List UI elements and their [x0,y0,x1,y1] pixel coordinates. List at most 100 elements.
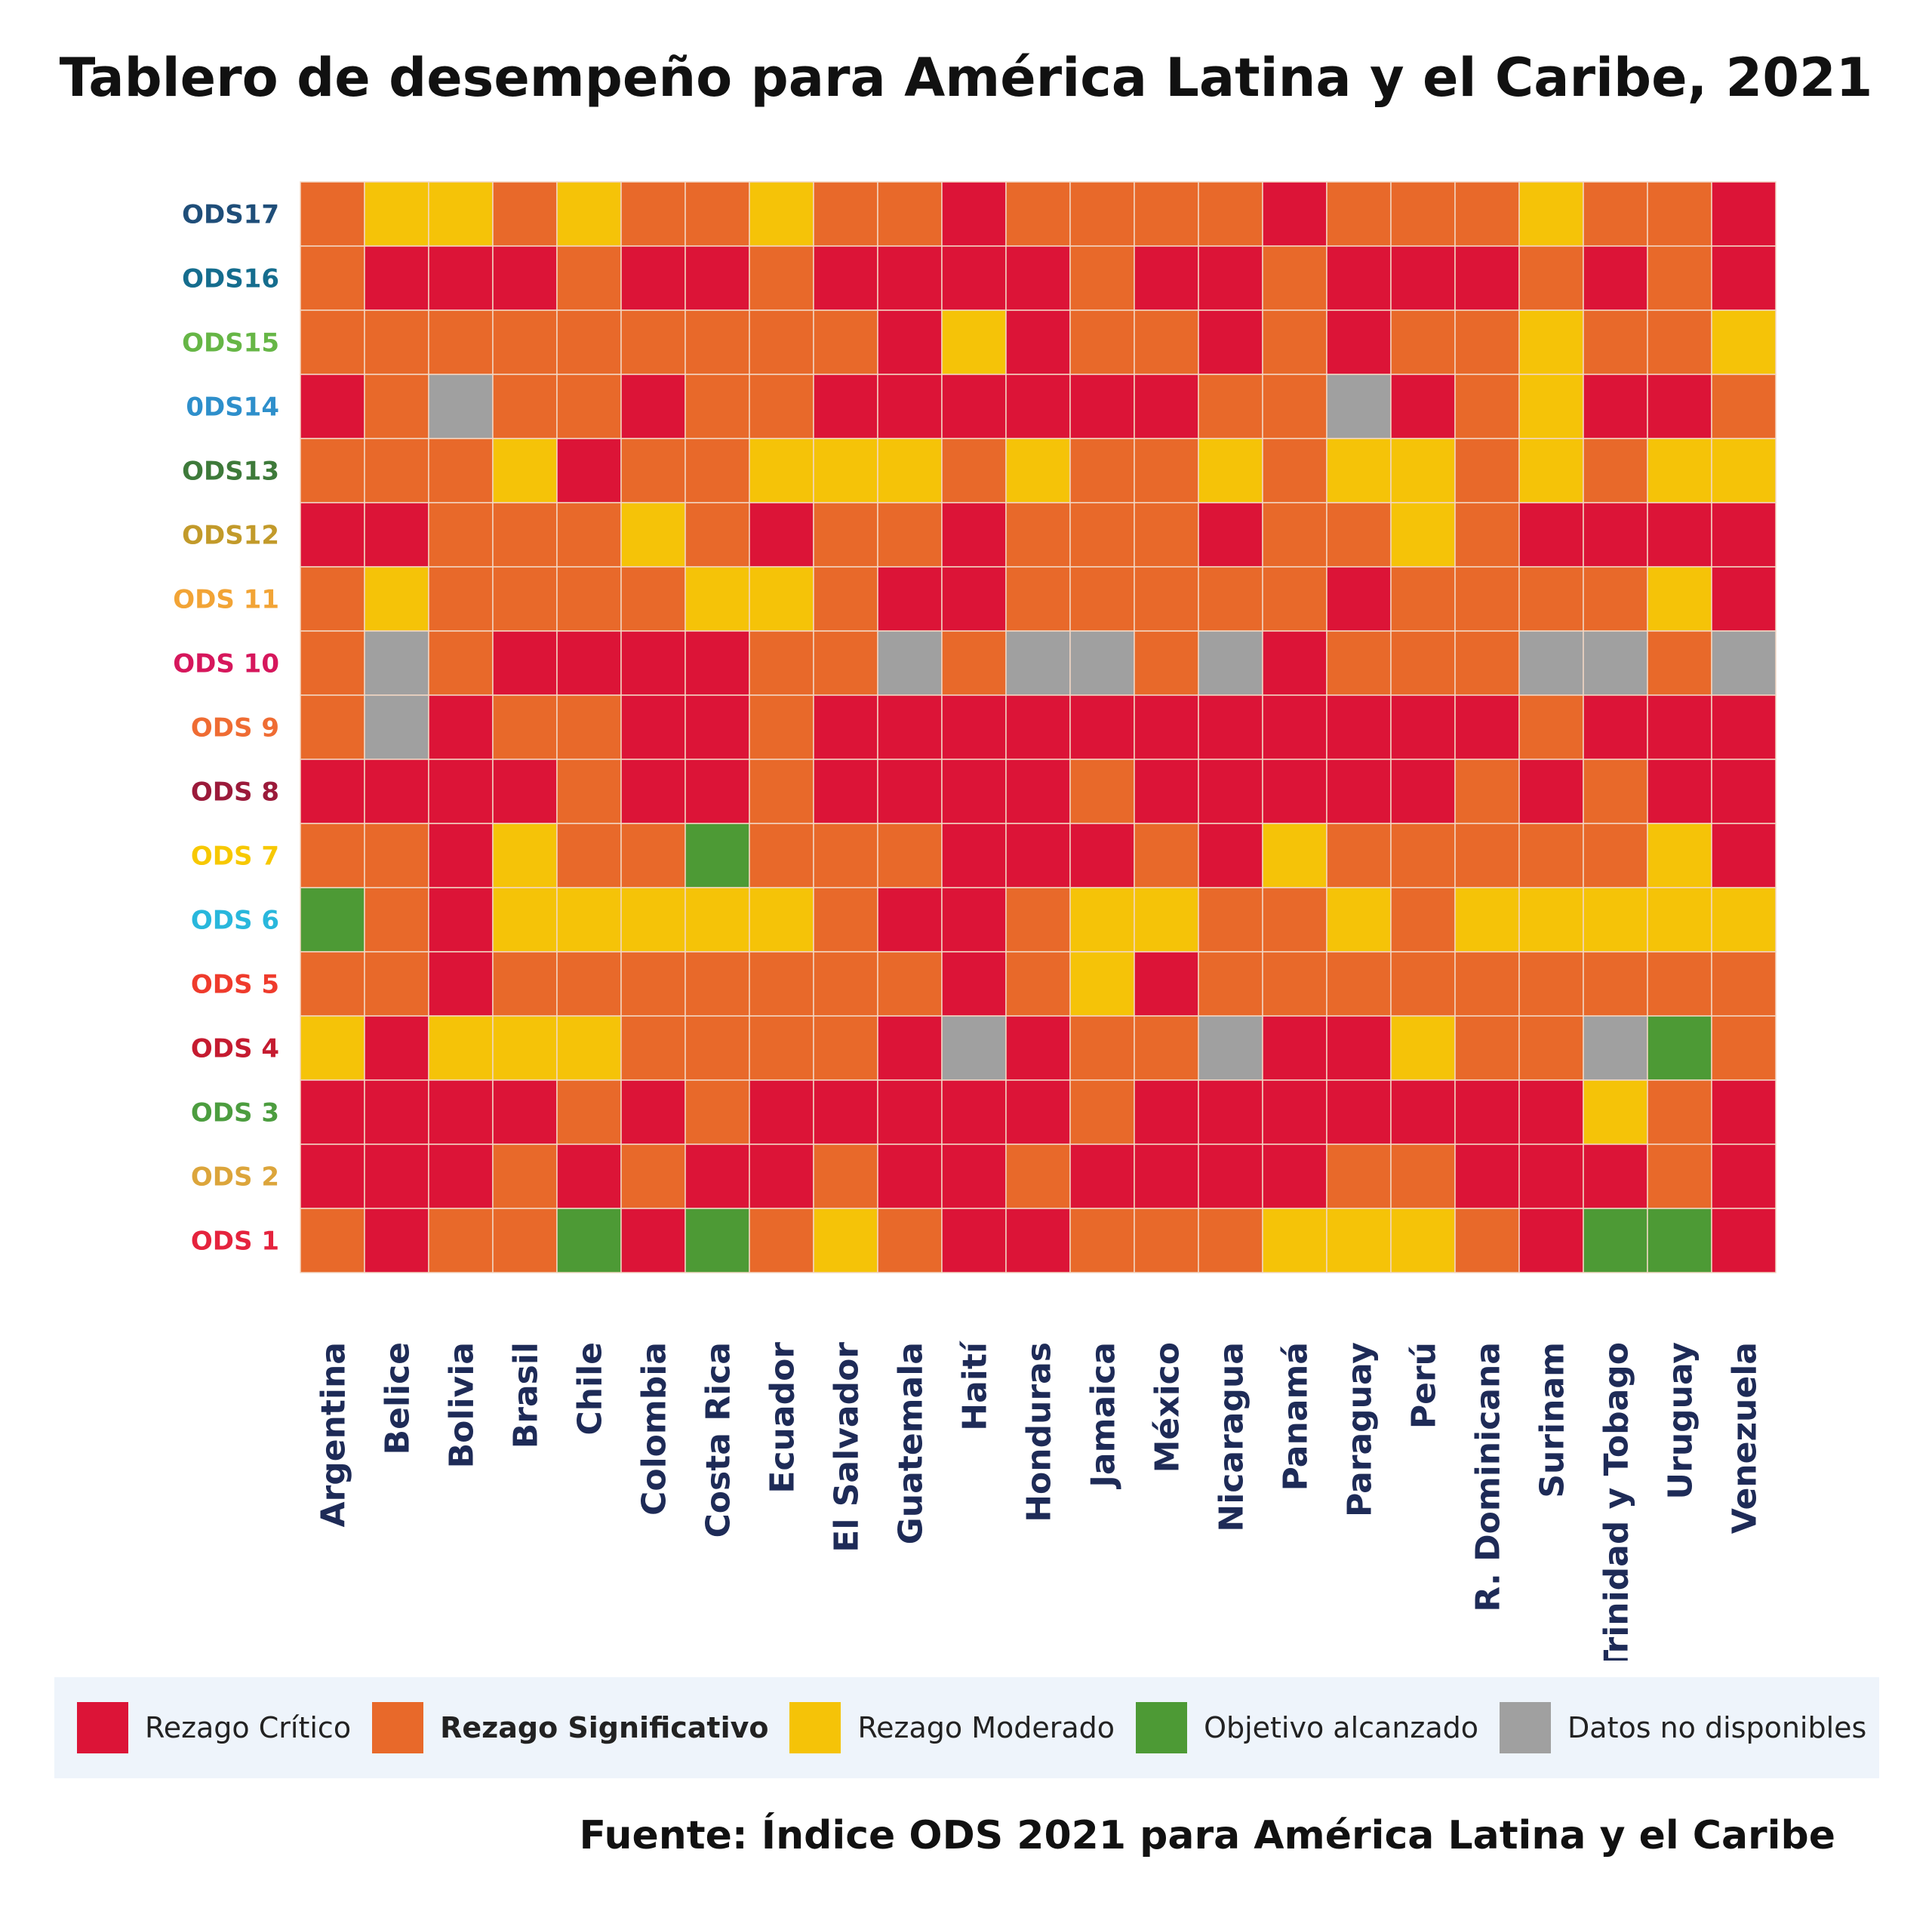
heatmap-cell [1262,887,1327,953]
heatmap-cell [813,694,878,760]
heatmap-cell [1518,566,1584,632]
heatmap-cell [620,566,686,632]
heatmap-cell [428,1079,494,1145]
column-label: Panamá [1277,1342,1315,1491]
heatmap-cell [1326,309,1392,375]
heatmap-cell [1262,309,1327,375]
heatmap-cell [813,759,878,824]
heatmap-cell [1390,245,1456,311]
heatmap-cell [1583,1015,1648,1081]
heatmap-cell [428,1015,494,1081]
heatmap-cell [1134,1015,1199,1081]
heatmap-cell [1005,1208,1071,1273]
heatmap-cell [1262,1144,1327,1209]
column-label: Venezuela [1726,1342,1764,1534]
heatmap-cell [1198,630,1263,696]
heatmap-cell [556,694,622,760]
legend-item: Datos no disponibles [1500,1702,1866,1753]
heatmap-cell [492,566,558,632]
heatmap-cell [300,309,365,375]
heatmap-cell [1005,951,1071,1017]
heatmap-cell [1198,566,1263,632]
heatmap-cell [300,245,365,311]
heatmap-cell [877,1208,943,1273]
heatmap-cell [877,887,943,953]
heatmap-cell [492,1144,558,1209]
heatmap-cell [749,245,814,311]
heatmap-cell [1069,694,1135,760]
heatmap-cell [1069,887,1135,953]
heatmap-cell [1583,245,1648,311]
heatmap-cell [300,1079,365,1145]
heatmap-cell [492,759,558,824]
heatmap-cell [749,374,814,439]
heatmap-cell [1326,823,1392,888]
heatmap-cell [620,1208,686,1273]
heatmap-cell [749,309,814,375]
heatmap-cell [620,309,686,375]
heatmap-cell [1647,1208,1712,1273]
heatmap-cell [1518,502,1584,568]
row-label: ODS 2 [191,1162,279,1193]
heatmap-cell [428,566,494,632]
heatmap-cell [685,1079,750,1145]
heatmap-cell [1069,566,1135,632]
heatmap-cell [1454,309,1520,375]
heatmap-cell [749,1144,814,1209]
heatmap-cell [1069,438,1135,503]
column-label: El Salvador [828,1342,866,1553]
heatmap-cell [1262,823,1327,888]
heatmap-cell [685,438,750,503]
heatmap-cell [685,1144,750,1209]
row-label: 0DS14 [186,392,279,423]
heatmap-cell [1454,1015,1520,1081]
heatmap-cell [1518,951,1584,1017]
heatmap-cell [300,694,365,760]
heatmap-cell [492,1208,558,1273]
heatmap-cell [1711,181,1777,247]
heatmap-cell [685,309,750,375]
heatmap-cell [1518,438,1584,503]
heatmap-cell [1711,951,1777,1017]
heatmap-cell [1134,245,1199,311]
heatmap-cell [941,1079,1007,1145]
heatmap-cell [300,438,365,503]
heatmap-cell [1583,1079,1648,1145]
heatmap-cell [1005,566,1071,632]
heatmap-cell [492,694,558,760]
column-label: Honduras [1020,1342,1059,1522]
heatmap-cell [1390,1079,1456,1145]
heatmap-cell [1069,1144,1135,1209]
heatmap-cell [1454,887,1520,953]
heatmap-cell [877,1144,943,1209]
heatmap-cell [556,1144,622,1209]
heatmap-cell [813,438,878,503]
heatmap-cell [556,566,622,632]
heatmap-cell [941,1144,1007,1209]
heatmap-cell [1198,502,1263,568]
heatmap-cell [556,823,622,888]
legend-swatch [1500,1702,1552,1753]
heatmap-cell [620,1079,686,1145]
heatmap-cell [1069,374,1135,439]
heatmap-cell [428,759,494,824]
heatmap-cell [1454,502,1520,568]
heatmap-cell [685,630,750,696]
row-label: ODS 3 [191,1098,279,1128]
heatmap-cell [1647,181,1712,247]
heatmap-cell [1134,438,1199,503]
column-label: Nicaragua [1213,1342,1251,1532]
row-label: ODS12 [182,521,279,551]
heatmap-cell [300,502,365,568]
heatmap-cell [749,1208,814,1273]
heatmap-cell [300,181,365,247]
heatmap-cell [364,181,429,247]
heatmap-cell [685,181,750,247]
heatmap-cell [941,438,1007,503]
heatmap-cell [1647,374,1712,439]
heatmap-cell [1583,1144,1648,1209]
row-label: ODS16 [182,264,279,294]
heatmap-cell [364,630,429,696]
heatmap-cell [1583,630,1648,696]
heatmap-cell [1198,245,1263,311]
